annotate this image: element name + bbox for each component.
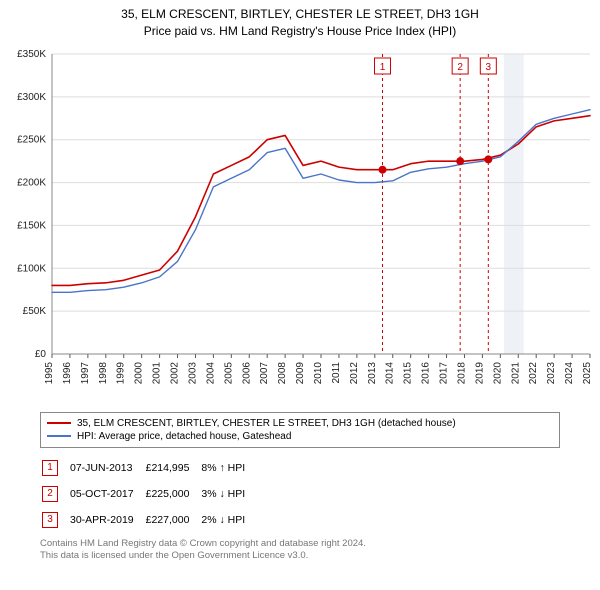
license-line: Contains HM Land Registry data © Crown c… xyxy=(40,538,560,550)
event-date: 30-APR-2019 xyxy=(70,508,144,532)
svg-text:2015: 2015 xyxy=(403,361,414,384)
svg-text:2013: 2013 xyxy=(367,361,378,384)
event-price: £225,000 xyxy=(146,482,200,506)
legend-swatch xyxy=(47,435,71,437)
svg-text:1995: 1995 xyxy=(44,361,55,384)
event-row: 3 30-APR-2019 £227,000 2% ↓ HPI xyxy=(42,508,255,532)
svg-text:£100K: £100K xyxy=(17,263,46,274)
svg-text:2005: 2005 xyxy=(223,361,234,384)
svg-text:2020: 2020 xyxy=(492,361,503,384)
svg-text:2022: 2022 xyxy=(528,361,539,384)
svg-text:2010: 2010 xyxy=(313,361,324,384)
svg-text:£150K: £150K xyxy=(17,220,46,231)
svg-text:2007: 2007 xyxy=(259,361,270,384)
svg-text:2012: 2012 xyxy=(349,361,360,384)
event-row: 1 07-JUN-2013 £214,995 8% ↑ HPI xyxy=(42,456,255,480)
event-marker-icon: 1 xyxy=(42,460,58,476)
event-date: 05-OCT-2017 xyxy=(70,482,144,506)
svg-text:3: 3 xyxy=(486,62,492,73)
svg-text:1: 1 xyxy=(380,62,386,73)
svg-text:1996: 1996 xyxy=(62,361,73,384)
event-marker-icon: 3 xyxy=(42,512,58,528)
events-table: 1 07-JUN-2013 £214,995 8% ↑ HPI 2 05-OCT… xyxy=(40,454,257,534)
legend-label: HPI: Average price, detached house, Gate… xyxy=(77,431,291,442)
svg-text:2018: 2018 xyxy=(456,361,467,384)
svg-text:2008: 2008 xyxy=(277,361,288,384)
svg-text:2014: 2014 xyxy=(385,361,396,384)
event-date: 07-JUN-2013 xyxy=(70,456,144,480)
svg-text:2025: 2025 xyxy=(582,361,593,384)
legend-label: 35, ELM CRESCENT, BIRTLEY, CHESTER LE ST… xyxy=(77,418,456,429)
event-price: £214,995 xyxy=(146,456,200,480)
title-line2: Price paid vs. HM Land Registry's House … xyxy=(4,23,596,40)
svg-text:2021: 2021 xyxy=(510,361,521,384)
svg-text:2023: 2023 xyxy=(546,361,557,384)
license-line: This data is licensed under the Open Gov… xyxy=(40,550,560,562)
svg-text:1998: 1998 xyxy=(98,361,109,384)
event-row: 2 05-OCT-2017 £225,000 3% ↓ HPI xyxy=(42,482,255,506)
event-delta: 2% ↓ HPI xyxy=(201,508,255,532)
license-text: Contains HM Land Registry data © Crown c… xyxy=(40,538,560,563)
svg-text:£50K: £50K xyxy=(23,306,47,317)
chart-svg: £0 £50K £100K £150K £200K £250K £300K £350K 1995… xyxy=(0,44,600,404)
svg-text:2011: 2011 xyxy=(331,361,342,383)
svg-text:£0: £0 xyxy=(35,349,47,360)
event-price: £227,000 xyxy=(146,508,200,532)
legend-item: HPI: Average price, detached house, Gate… xyxy=(47,430,553,443)
legend-swatch xyxy=(47,422,71,424)
svg-text:2017: 2017 xyxy=(439,361,450,384)
svg-text:2: 2 xyxy=(457,62,463,73)
price-chart: £0 £50K £100K £150K £200K £250K £300K £350K 1995… xyxy=(0,44,600,404)
svg-text:2003: 2003 xyxy=(187,361,198,384)
svg-text:1997: 1997 xyxy=(80,361,91,384)
chart-title: 35, ELM CRESCENT, BIRTLEY, CHESTER LE ST… xyxy=(0,0,600,44)
svg-text:£350K: £350K xyxy=(17,49,46,60)
legend-item: 35, ELM CRESCENT, BIRTLEY, CHESTER LE ST… xyxy=(47,417,553,430)
svg-text:2000: 2000 xyxy=(134,361,145,384)
legend: 35, ELM CRESCENT, BIRTLEY, CHESTER LE ST… xyxy=(40,412,560,448)
svg-text:2002: 2002 xyxy=(170,361,181,384)
svg-text:1999: 1999 xyxy=(116,361,127,384)
svg-text:£250K: £250K xyxy=(17,134,46,145)
svg-text:2016: 2016 xyxy=(421,361,432,384)
event-delta: 3% ↓ HPI xyxy=(201,482,255,506)
svg-text:2009: 2009 xyxy=(295,361,306,384)
title-line1: 35, ELM CRESCENT, BIRTLEY, CHESTER LE ST… xyxy=(4,6,596,23)
svg-text:2006: 2006 xyxy=(241,361,252,384)
svg-text:2024: 2024 xyxy=(564,361,575,384)
svg-text:2004: 2004 xyxy=(205,361,216,384)
svg-text:£200K: £200K xyxy=(17,177,46,188)
event-marker-icon: 2 xyxy=(42,486,58,502)
svg-text:£300K: £300K xyxy=(17,91,46,102)
event-delta: 8% ↑ HPI xyxy=(201,456,255,480)
svg-text:2019: 2019 xyxy=(474,361,485,384)
svg-text:2001: 2001 xyxy=(152,361,163,384)
